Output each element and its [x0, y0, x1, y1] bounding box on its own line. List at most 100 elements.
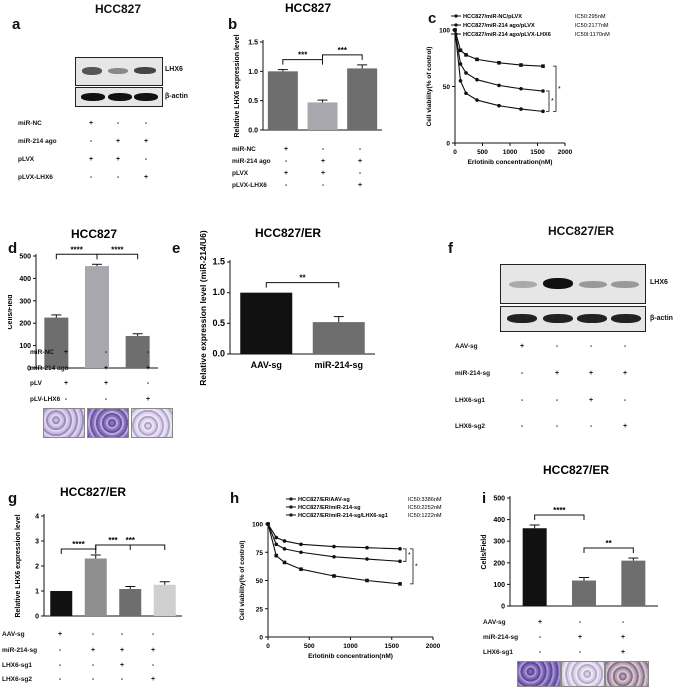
significance-label: *	[551, 98, 554, 105]
condition-label: pLVX	[18, 156, 35, 163]
condition-label: pLVX-LHX6	[232, 182, 267, 189]
significance-bracket	[410, 548, 414, 585]
condition-sign: -	[116, 174, 120, 181]
condition-label: miR-214-sg	[455, 370, 491, 377]
condition-sign: -	[58, 662, 62, 669]
significance-bracket	[96, 253, 139, 260]
series-line	[454, 29, 544, 112]
y-tick-label: 50	[256, 578, 264, 585]
condition-label: pLVX-LHX6	[18, 174, 53, 181]
bar	[85, 266, 109, 368]
data-point	[464, 53, 468, 57]
condition-sign: -	[520, 397, 524, 404]
ic50-label: IC50:2177nM	[575, 23, 609, 29]
panel-g-letter: g	[8, 490, 18, 507]
y-tick-label: 25	[256, 606, 264, 613]
condition-sign: +	[554, 370, 560, 377]
condition-sign: -	[151, 631, 155, 638]
significance-bracket	[95, 544, 166, 550]
legend-marker	[289, 497, 293, 501]
condition-sign: +	[622, 370, 628, 377]
significance-bracket	[282, 59, 323, 65]
condition-label: LHX6-sg1	[483, 649, 513, 656]
ic50-label: IC50:2252nM	[408, 505, 442, 511]
data-point	[398, 547, 402, 551]
transwell-image	[43, 408, 85, 438]
data-point	[541, 64, 545, 68]
significance-bracket	[55, 253, 98, 260]
data-point	[541, 89, 545, 93]
y-tick-label: 400	[19, 276, 31, 283]
data-point	[274, 535, 279, 540]
data-point	[266, 522, 270, 526]
condition-sign: +	[57, 631, 63, 638]
condition-sign: +	[537, 619, 543, 626]
condition-sign: -	[321, 182, 325, 189]
significance-label: **	[606, 539, 613, 548]
bar	[125, 335, 150, 368]
significance-bracket	[583, 547, 634, 554]
condition-sign: -	[578, 649, 582, 656]
condition-sign: +	[63, 380, 69, 387]
condition-label: pLVX	[232, 170, 249, 177]
x-axis-title: Erlotinib concentration(nM)	[468, 159, 553, 166]
condition-sign: -	[555, 423, 559, 430]
x-tick-label: 1500	[530, 149, 545, 156]
data-point	[299, 542, 303, 547]
significance-label: ***	[338, 46, 348, 55]
chart-title: HCC827/ER	[255, 226, 321, 240]
condition-label: pLV-LHX6	[30, 396, 61, 403]
condition-sign: -	[64, 365, 68, 372]
data-point	[453, 28, 457, 32]
y-tick-label: 0	[501, 604, 505, 611]
y-tick-label: 400	[493, 517, 505, 524]
condition-sign: -	[151, 662, 155, 669]
data-point	[458, 48, 463, 53]
y-tick-label: 100	[252, 522, 263, 529]
condition-sign: +	[577, 634, 583, 641]
lhx6-blot	[500, 264, 646, 304]
data-point	[332, 554, 336, 559]
data-point	[475, 57, 479, 62]
condition-sign: +	[143, 138, 149, 145]
x-tick-label: 1000	[343, 643, 358, 650]
data-point	[365, 557, 369, 561]
significance-label: *	[415, 563, 418, 570]
condition-label: miR-NC	[18, 120, 42, 127]
blot-label-beta-actin: β-actin	[650, 315, 673, 322]
condition-sign: +	[145, 396, 151, 403]
legend-label: HCC827/miR-214 ago/pLVX-LHX6	[463, 32, 551, 38]
panel-a-letter: a	[12, 16, 21, 33]
bar	[44, 317, 69, 368]
condition-sign: -	[623, 343, 627, 350]
y-axis-title: Cell viability(% of control)	[426, 47, 433, 127]
x-axis-title: Erlotinib concentration(nM)	[308, 653, 393, 660]
data-point	[365, 578, 369, 583]
condition-sign: +	[115, 156, 121, 163]
significance-label: ****	[553, 506, 566, 515]
panel-b-letter: b	[228, 16, 238, 33]
y-tick-label: 1.0	[212, 287, 225, 297]
condition-label: LHX6-sg1	[2, 662, 32, 669]
significance-bracket	[546, 90, 550, 112]
transwell-image	[605, 661, 649, 687]
condition-sign: -	[555, 343, 559, 350]
y-tick-label: 0	[259, 635, 263, 642]
significance-bracket	[60, 548, 97, 554]
condition-sign: -	[284, 182, 288, 189]
legend-marker	[289, 513, 293, 517]
significance-bracket	[553, 65, 557, 112]
y-tick-label: 1.5	[248, 40, 258, 47]
data-point	[458, 79, 463, 83]
y-axis-title: Cell viability(% of control)	[239, 541, 246, 621]
condition-sign: -	[144, 120, 148, 127]
condition-label: AAV-sg	[2, 631, 25, 638]
panel-f-title: HCC827/ER	[548, 224, 615, 238]
condition-sign: -	[321, 146, 325, 153]
x-tick-label: 1500	[385, 643, 400, 650]
x-tick-label: 500	[477, 149, 488, 156]
condition-sign: -	[538, 634, 542, 641]
bar	[307, 102, 338, 130]
condition-sign: +	[519, 343, 525, 350]
condition-sign: -	[89, 138, 93, 145]
